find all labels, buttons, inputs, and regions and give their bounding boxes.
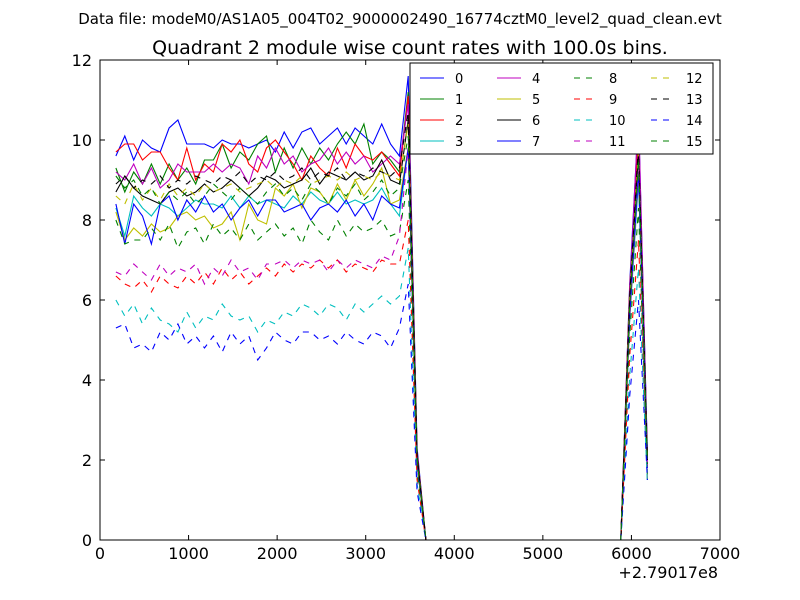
series-line-10 [115, 247, 648, 540]
x-tick-label: 0 [95, 544, 105, 563]
legend-label-11: 11 [609, 135, 626, 150]
series-line-8 [115, 179, 648, 540]
series-line-11 [115, 147, 648, 540]
legend-frame [409, 62, 714, 155]
legend-label-2: 2 [455, 114, 463, 129]
series-line-3 [115, 147, 648, 540]
y-tick-label: 10 [72, 131, 92, 150]
series-line-2 [115, 95, 648, 540]
legend-label-6: 6 [532, 114, 540, 129]
series-line-5 [115, 147, 648, 540]
plot-frame [99, 59, 721, 541]
legend-label-10: 10 [609, 114, 626, 129]
x-offset-label: +2.79017e8 [618, 563, 718, 582]
series-line-7 [115, 147, 648, 540]
legend-label-13: 13 [686, 93, 703, 108]
series-line-15 [115, 135, 648, 540]
legend-label-5: 5 [532, 93, 540, 108]
chart-title: Quadrant 2 module wise count rates with … [152, 37, 668, 59]
series-line-9 [115, 219, 648, 540]
x-tick-label: 5000 [522, 544, 563, 563]
legend-label-4: 4 [532, 72, 540, 87]
series-line-13 [115, 111, 648, 540]
legend-label-1: 1 [455, 93, 463, 108]
legend-label-12: 12 [686, 72, 703, 87]
x-tick-label: 4000 [434, 544, 475, 563]
y-tick-label: 2 [82, 451, 92, 470]
y-tick-label: 12 [72, 51, 92, 70]
legend-label-3: 3 [455, 135, 463, 150]
x-tick-label: 3000 [345, 544, 386, 563]
legend-label-7: 7 [532, 135, 540, 150]
y-tick-label: 8 [82, 211, 92, 230]
x-tick-label: 2000 [257, 544, 298, 563]
legend-label-14: 14 [686, 114, 703, 129]
y-tick-label: 6 [82, 291, 92, 310]
legend-label-15: 15 [686, 135, 703, 150]
x-tick-label: 6000 [611, 544, 652, 563]
figure-suptitle: Data file: modeM0/AS1A05_004T02_90000024… [78, 10, 722, 29]
y-tick-label: 4 [82, 371, 92, 390]
x-tick-label: 1000 [168, 544, 209, 563]
series-layer [115, 75, 648, 540]
legend-label-9: 9 [609, 93, 617, 108]
x-tick-label: 7000 [700, 544, 741, 563]
series-line-14 [115, 283, 648, 540]
y-tick-label: 0 [82, 531, 92, 550]
legend-label-8: 8 [609, 72, 617, 87]
legend-label-0: 0 [455, 72, 463, 87]
series-line-12 [115, 123, 648, 540]
